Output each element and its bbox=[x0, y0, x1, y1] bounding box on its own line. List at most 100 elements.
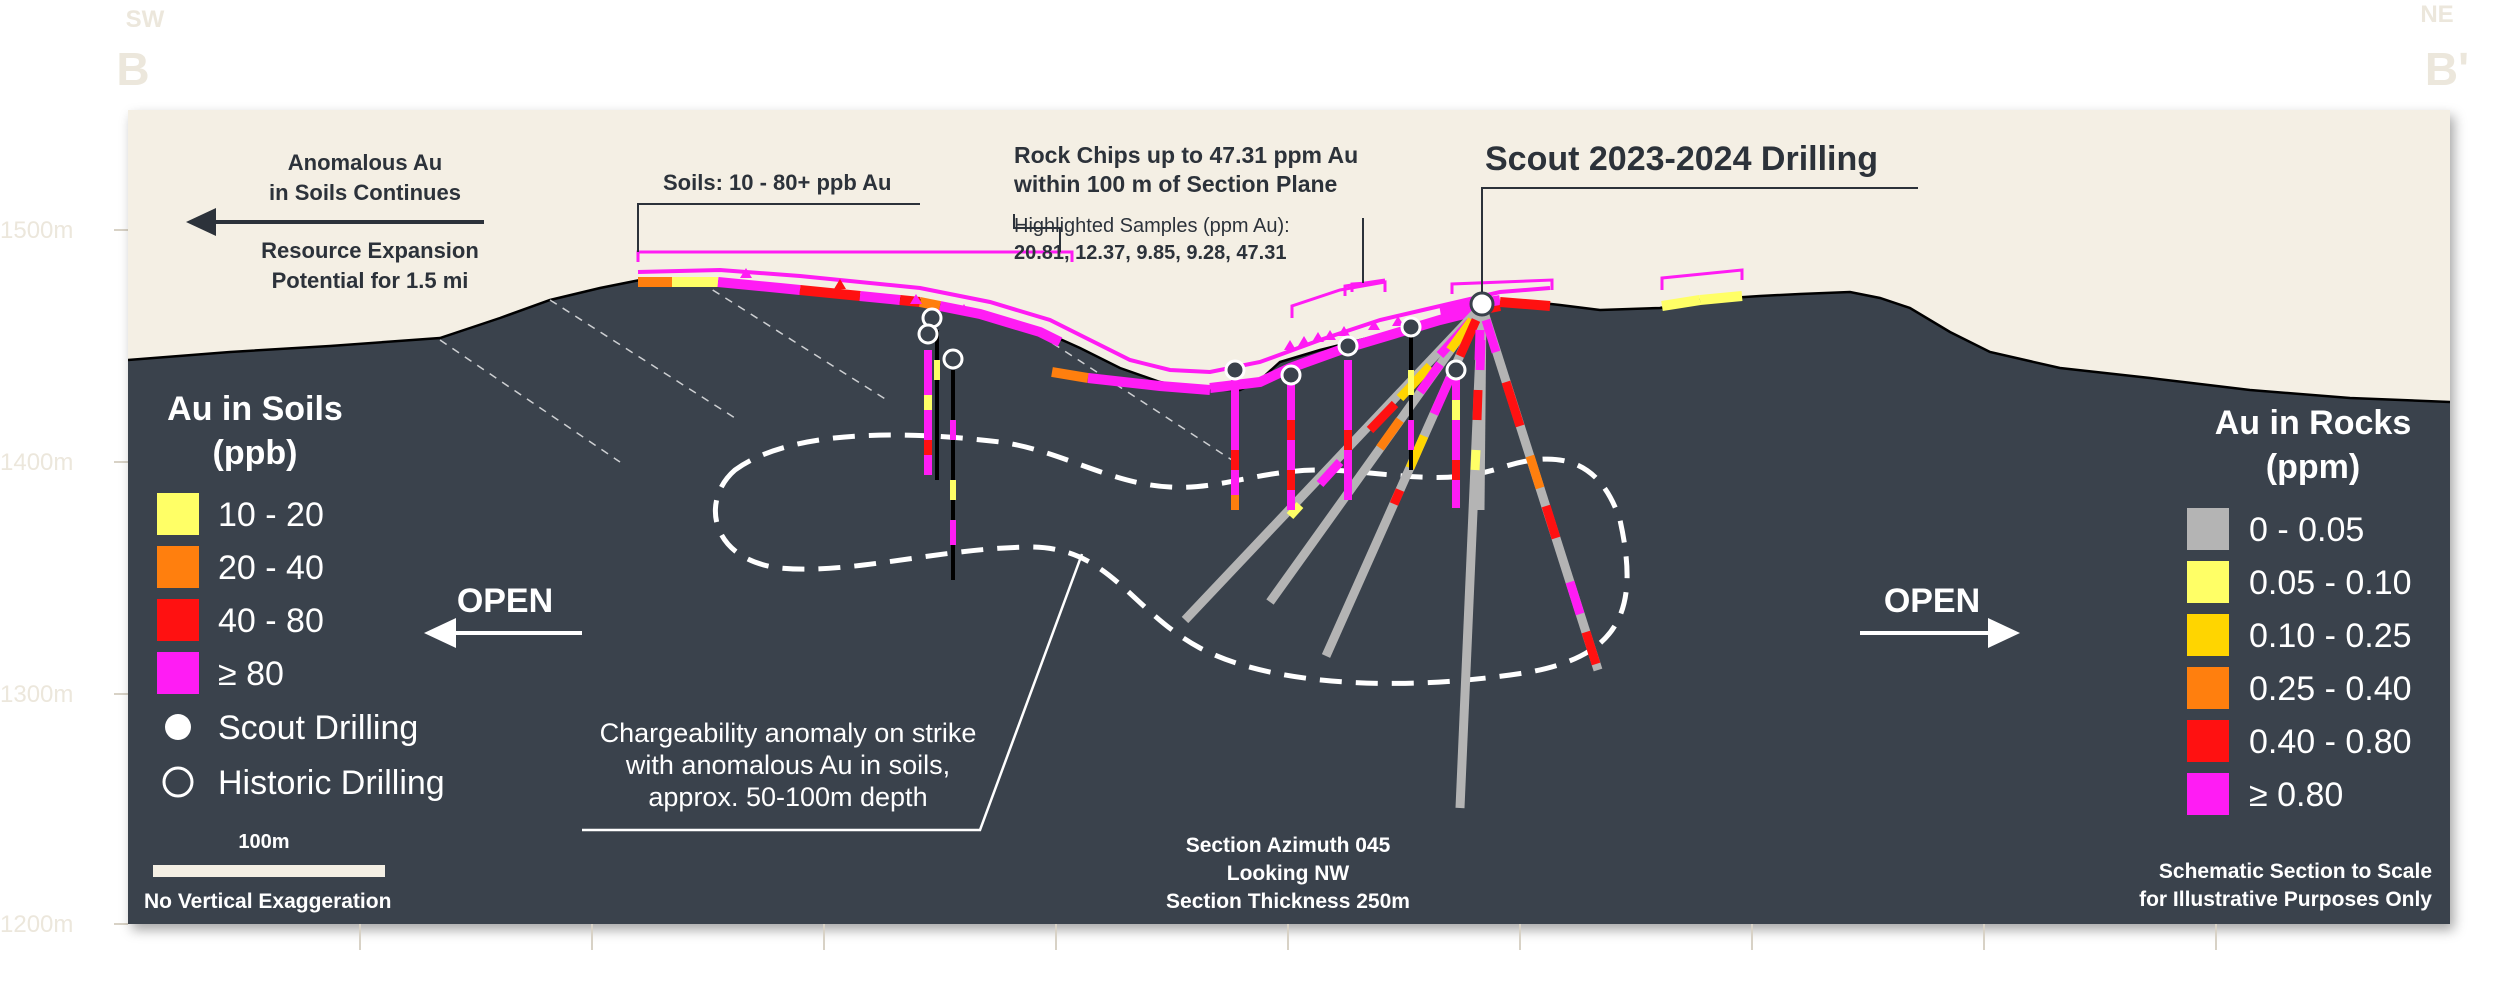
historic-drilling-legend-label: Historic Drilling bbox=[218, 764, 445, 802]
open-right-arrow bbox=[1860, 618, 2020, 648]
drill-interval bbox=[1416, 361, 1444, 395]
section-start-label: B bbox=[116, 43, 149, 95]
soil-legend-swatch bbox=[157, 652, 199, 694]
elevation-tick-label: 1300m bbox=[0, 681, 73, 708]
highlighted-samples-title: Highlighted Samples (ppm Au): bbox=[1014, 215, 1290, 237]
scale-bar-rule bbox=[153, 865, 385, 877]
schematic-note-line1: Schematic Section to Scale bbox=[2159, 860, 2432, 883]
soil-legend-swatch bbox=[157, 599, 199, 641]
elevation-tick-label: 1200m bbox=[0, 911, 73, 938]
rock-legend-title-line1: Au in Rocks bbox=[2215, 404, 2411, 442]
drill-interval bbox=[1565, 580, 1585, 616]
highlighted-samples-values: 20.81, 12.37, 9.85, 9.28, 47.31 bbox=[1014, 242, 1286, 264]
drill-interval bbox=[1429, 376, 1455, 416]
historic-drill-collar bbox=[1400, 316, 1422, 338]
drill-interval bbox=[1475, 339, 1486, 371]
soil-legend: Au in Soils (ppb) 10 - 20 20 - 40 40 - 8… bbox=[157, 390, 445, 802]
scout-drill-holes bbox=[1181, 302, 1603, 809]
rock-chip-marker bbox=[1312, 332, 1324, 342]
elevation-tick-label: 1400m bbox=[0, 449, 73, 476]
chargeability-label-line3: approx. 50-100m depth bbox=[648, 782, 927, 812]
rock-chip-marker bbox=[910, 294, 922, 304]
callout-brackets bbox=[636, 250, 1744, 318]
drill-interval bbox=[1525, 454, 1545, 490]
drill-interval bbox=[1481, 318, 1501, 354]
soil-legend-title-line2: (ppb) bbox=[213, 434, 298, 472]
rock-chip-marker bbox=[1440, 310, 1452, 320]
rock-legend-label: 0.10 - 0.25 bbox=[2249, 617, 2412, 655]
drill-interval bbox=[1286, 501, 1304, 520]
rock-legend-label: 0.05 - 0.10 bbox=[2249, 564, 2412, 602]
drill-interval bbox=[1366, 400, 1399, 434]
soil-segment bbox=[1499, 297, 1551, 311]
section-azimuth-line2: Looking NW bbox=[1227, 862, 1350, 885]
rock-legend-swatch bbox=[2187, 614, 2229, 656]
rock-legend-label: 0.40 - 0.80 bbox=[2249, 723, 2412, 761]
drill-interval bbox=[1389, 488, 1405, 506]
rock-legend-title-line2: (ppm) bbox=[2266, 448, 2360, 486]
historic-drill-collar bbox=[1224, 359, 1246, 381]
soil-segment bbox=[859, 291, 901, 305]
rock-legend: Au in Rocks (ppm) 0 - 0.05 0.05 - 0.10 0… bbox=[2187, 404, 2412, 815]
rock-chip-marker bbox=[740, 268, 752, 278]
chargeability-label-line2: with anomalous Au in soils, bbox=[625, 750, 950, 780]
scout-drilling-legend-icon bbox=[165, 714, 191, 740]
historic-drill-collar bbox=[1445, 359, 1467, 381]
drill-interval bbox=[1446, 317, 1476, 353]
scout-drill-collar bbox=[1469, 291, 1495, 317]
soil-legend-label: 10 - 20 bbox=[218, 496, 324, 534]
soils-range-label: Soils: 10 - 80+ ppb Au bbox=[663, 170, 891, 195]
historic-drill-collars bbox=[917, 307, 1467, 386]
anomalous-au-arrow bbox=[186, 208, 484, 236]
horizontal-axis-ticks bbox=[359, 924, 2217, 950]
drill-interval bbox=[1501, 380, 1525, 428]
soil-segment bbox=[1699, 291, 1743, 305]
soil-segment bbox=[799, 285, 861, 301]
leader-lines bbox=[637, 187, 1918, 292]
open-left-label: OPEN bbox=[457, 582, 553, 620]
rock-legend-label: ≥ 0.80 bbox=[2249, 776, 2343, 814]
scout-drilling-title: Scout 2023-2024 Drilling bbox=[1485, 140, 1878, 178]
elevation-tick-label: 1500m bbox=[0, 217, 73, 244]
sw-direction-label: SW bbox=[126, 6, 165, 33]
rock-chip-marker bbox=[834, 279, 846, 289]
rock-chip-marker bbox=[1284, 340, 1296, 350]
drill-interval bbox=[1455, 318, 1481, 358]
rock-chip-marker bbox=[1298, 336, 1310, 346]
soil-segment bbox=[1051, 367, 1089, 383]
rock-chip-marker bbox=[1392, 316, 1404, 326]
rock-legend-swatch bbox=[2187, 720, 2229, 762]
scout-drill-trace bbox=[1266, 303, 1486, 605]
chargeability-label-line1: Chargeability anomaly on strike bbox=[600, 718, 977, 748]
anomalous-au-label-line1: Anomalous Au bbox=[288, 150, 442, 175]
soil-legend-swatch bbox=[157, 493, 199, 535]
rock-chip-marker bbox=[1368, 320, 1380, 330]
drill-interval bbox=[1541, 504, 1561, 540]
ne-direction-label: NE bbox=[2420, 1, 2453, 28]
no-vertical-exaggeration-label: No Vertical Exaggeration bbox=[144, 890, 391, 913]
rock-legend-swatch bbox=[2187, 773, 2229, 815]
open-right-label: OPEN bbox=[1884, 582, 1980, 620]
rock-legend-swatch bbox=[2187, 667, 2229, 709]
scout-drilling-legend-label: Scout Drilling bbox=[218, 709, 418, 747]
rock-chip-marker bbox=[958, 304, 970, 314]
charge-leader-line bbox=[582, 553, 1084, 832]
soil-legend-swatch bbox=[157, 546, 199, 588]
resource-expansion-line1: Resource Expansion bbox=[261, 238, 479, 263]
drill-interval bbox=[1396, 362, 1434, 402]
rock-chip-samples bbox=[740, 268, 1452, 350]
rock-chip-marker bbox=[1324, 330, 1336, 340]
drill-interval bbox=[1472, 389, 1483, 421]
historic-drill-collar bbox=[1280, 364, 1302, 386]
resource-expansion-line2: Potential for 1.5 mi bbox=[272, 268, 469, 293]
historic-drilling-legend-icon bbox=[162, 766, 194, 798]
section-end-label: B' bbox=[2425, 43, 2469, 95]
soil-segment bbox=[1661, 295, 1701, 311]
historic-drill-collar bbox=[917, 323, 939, 345]
anomalous-au-label-line2: in Soils Continues bbox=[269, 180, 461, 205]
soil-segment bbox=[717, 277, 801, 295]
soil-segment bbox=[939, 301, 1063, 347]
elevation-axis: 1500m 1400m 1300m 1200m bbox=[0, 217, 128, 938]
rock-legend-swatch bbox=[2187, 508, 2229, 550]
rock-legend-label: 0 - 0.05 bbox=[2249, 511, 2364, 549]
